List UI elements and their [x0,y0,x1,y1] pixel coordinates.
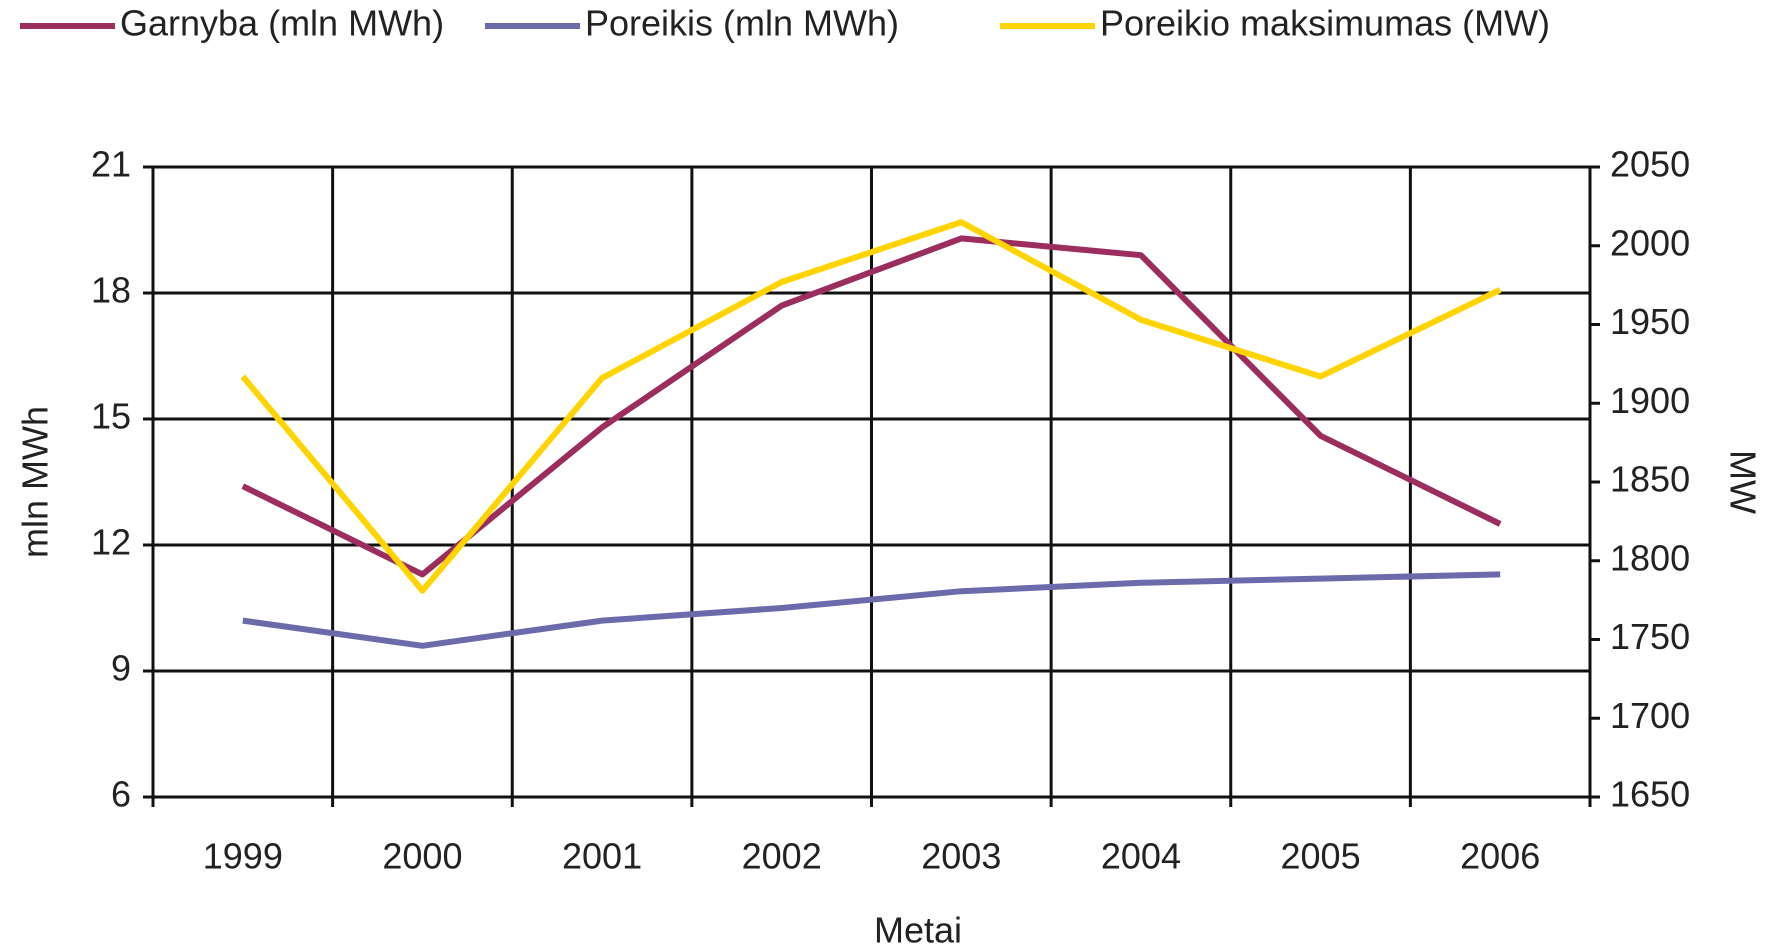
series-line [242,571,1501,649]
x-tick-label: 1999 [203,836,283,877]
series-line [240,219,1502,594]
x-tick-label: 2002 [742,836,822,877]
legend-label: Poreikis (mln MWh) [585,3,899,44]
y2-axis-label: MW [1722,450,1763,514]
y2-tick-label: 1900 [1610,380,1690,421]
y-tick-label: 18 [91,270,131,311]
y-axis-label: mln MWh [15,406,56,558]
x-tick-label: 2001 [562,836,642,877]
legend-label: Garnyba (mln MWh) [120,3,444,44]
y2-tick-label: 1800 [1610,537,1690,578]
x-tick-label: 2003 [921,836,1001,877]
x-tick-label: 2000 [382,836,462,877]
y2-tick-label: 1750 [1610,616,1690,657]
y2-tick-label: 2050 [1610,144,1690,185]
series-line [241,235,1502,578]
x-tick-label: 2006 [1460,836,1540,877]
y-tick-label: 12 [91,522,131,563]
legend-label: Poreikio maksimumas (MW) [1100,3,1550,44]
y2-tick-label: 2000 [1610,222,1690,263]
x-tick-label: 2005 [1281,836,1361,877]
y-tick-label: 21 [91,144,131,185]
x-tick-label: 2004 [1101,836,1181,877]
y-tick-label: 6 [111,774,131,815]
y2-tick-label: 1950 [1610,301,1690,342]
y-tick-label: 9 [111,648,131,689]
y2-tick-label: 1650 [1610,774,1690,815]
x-axis-label: Metai [874,910,962,948]
y2-tick-label: 1700 [1610,695,1690,736]
y2-tick-label: 1850 [1610,459,1690,500]
y-tick-label: 15 [91,396,131,437]
